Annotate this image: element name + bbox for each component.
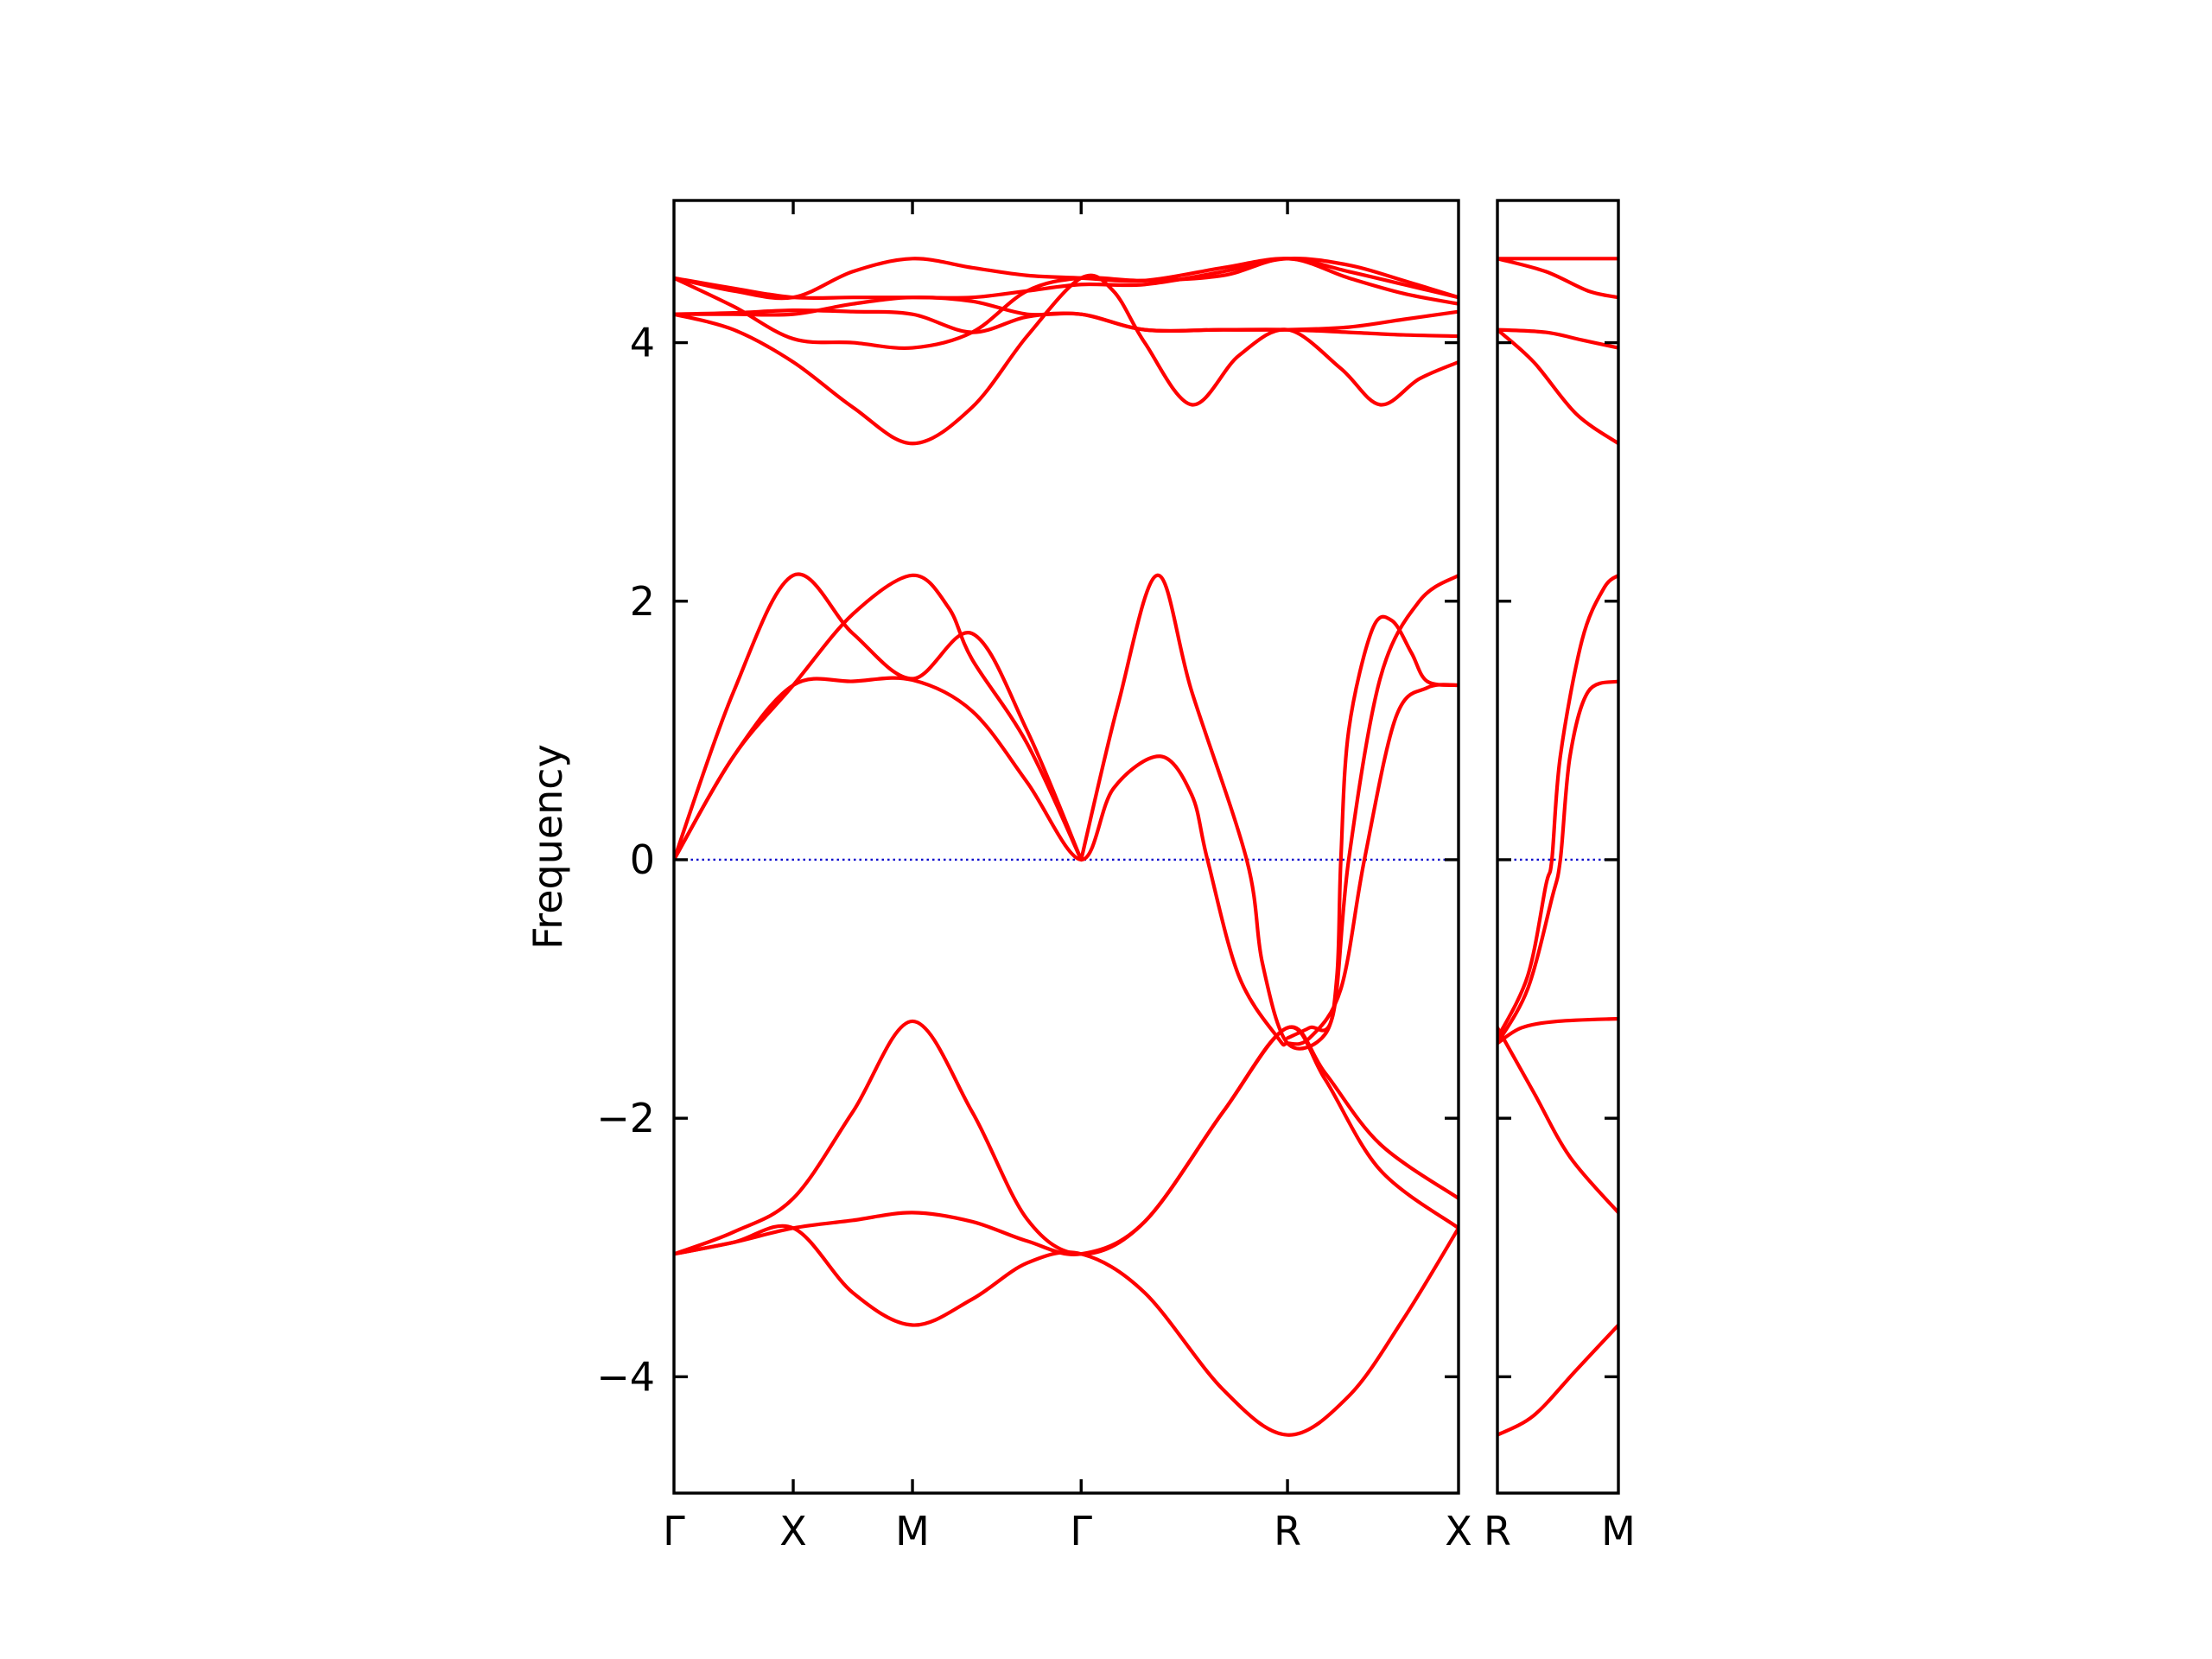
side-band-3	[1497, 679, 1618, 1046]
main-xtick-label-2: M	[895, 1508, 930, 1554]
main-band-3	[674, 676, 1459, 1047]
main-frame	[672, 199, 1460, 1495]
main-xtick-label-1: X	[779, 1508, 807, 1554]
main-band-2	[674, 1224, 1459, 1437]
main-band-4	[674, 573, 1084, 862]
main-bands	[674, 257, 1459, 1437]
main-band-9	[674, 296, 1459, 339]
main-band-12	[674, 257, 1459, 301]
side-band-7	[1497, 257, 1618, 300]
side-frame	[1496, 199, 1620, 1495]
main-xtick-label-5: X	[1445, 1508, 1472, 1554]
side-band-5	[1497, 327, 1618, 446]
ytick-label-0: −4	[596, 1353, 655, 1400]
side-xtick-label-1: M	[1601, 1508, 1636, 1554]
main-band-10	[674, 257, 1459, 351]
main-band-5	[674, 572, 1084, 862]
side-band-1	[1497, 1026, 1618, 1215]
main-xtick-label-0: Γ	[663, 1508, 685, 1554]
main-band-0	[674, 1019, 1459, 1256]
side-band-2	[1497, 1016, 1618, 1046]
main-band-7	[1285, 573, 1459, 1040]
ytick-label-2: 0	[630, 836, 655, 883]
ytick-label-1: −2	[596, 1095, 655, 1141]
main-band-13	[674, 273, 1459, 446]
main-xtick-label-3: Γ	[1070, 1508, 1092, 1554]
side-band-6	[1497, 327, 1618, 350]
side-xtick-label-0: R	[1484, 1508, 1511, 1554]
main-band-1	[674, 1025, 1459, 1257]
main-xtick-label-4: R	[1274, 1508, 1301, 1554]
side-band-4	[1497, 573, 1618, 1040]
ytick-label-4: 4	[630, 320, 655, 366]
y-axis-title: Frequency	[524, 744, 571, 950]
side-bands	[1497, 257, 1618, 1437]
main-panel: −4 −2 0 2 4 Γ X M Γ R X Frequency	[524, 199, 1472, 1554]
main-band-6	[1079, 573, 1459, 1051]
ytick-label-3: 2	[630, 578, 655, 625]
side-band-0	[1497, 1323, 1618, 1437]
